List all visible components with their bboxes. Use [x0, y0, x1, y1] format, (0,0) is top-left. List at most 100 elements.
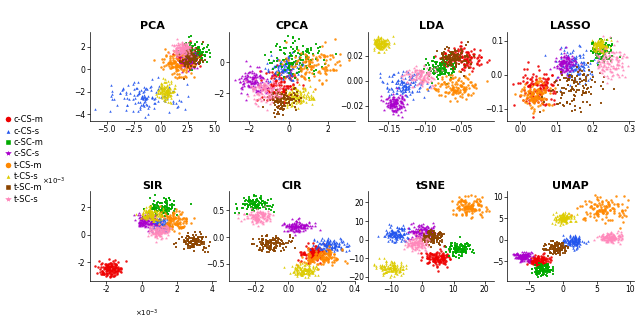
Point — [592, 46, 602, 51]
Point — [442, 59, 452, 64]
Point — [592, 47, 602, 52]
Point — [266, 85, 276, 90]
Point — [176, 61, 186, 66]
Point — [193, 239, 204, 244]
Point — [452, 78, 463, 83]
Point — [372, 39, 383, 44]
Point — [375, 70, 385, 76]
Point — [157, 88, 167, 93]
Point — [288, 64, 298, 69]
Point — [294, 94, 304, 99]
Point — [385, 97, 395, 102]
Point — [323, 243, 333, 248]
Point — [413, 224, 423, 229]
Point — [177, 39, 187, 44]
Point — [458, 198, 468, 204]
Point — [291, 58, 301, 63]
Point — [145, 228, 156, 233]
Point — [293, 223, 303, 228]
Point — [288, 84, 298, 89]
Point — [419, 66, 429, 71]
Point — [385, 265, 395, 270]
Point — [184, 53, 195, 58]
Point — [463, 204, 473, 209]
Point — [424, 255, 434, 260]
Point — [431, 237, 442, 242]
Point — [438, 54, 448, 59]
Point — [397, 84, 407, 89]
Point — [154, 228, 164, 233]
Point — [303, 266, 314, 271]
Point — [267, 89, 277, 94]
Point — [175, 46, 185, 51]
Point — [596, 42, 607, 47]
Point — [603, 49, 613, 55]
Point — [163, 211, 173, 216]
Point — [188, 244, 198, 249]
Point — [150, 210, 160, 215]
Point — [600, 56, 611, 61]
Point — [163, 85, 173, 91]
Point — [525, 259, 535, 264]
Point — [437, 50, 447, 56]
Point — [458, 86, 468, 92]
Point — [300, 260, 310, 265]
Point — [148, 212, 159, 217]
Point — [515, 256, 525, 261]
Point — [578, 72, 588, 77]
Point — [438, 255, 449, 260]
Point — [538, 266, 548, 271]
Point — [184, 40, 194, 45]
Point — [417, 68, 428, 73]
Point — [516, 254, 526, 259]
Point — [276, 75, 286, 80]
Point — [248, 74, 258, 79]
Point — [392, 101, 402, 106]
Point — [436, 249, 446, 254]
Point — [150, 226, 161, 231]
Point — [532, 93, 542, 98]
Point — [588, 46, 598, 51]
Point — [600, 42, 610, 48]
Point — [552, 64, 562, 69]
Point — [460, 201, 470, 206]
Point — [597, 56, 607, 62]
Point — [600, 43, 610, 48]
Point — [389, 101, 399, 107]
Point — [532, 87, 542, 92]
Point — [269, 73, 279, 78]
Point — [183, 47, 193, 52]
Point — [299, 95, 309, 100]
Point — [269, 241, 279, 246]
Point — [529, 94, 540, 99]
Point — [305, 270, 315, 275]
Point — [452, 53, 462, 58]
Point — [606, 58, 616, 63]
Point — [533, 64, 543, 69]
Point — [243, 71, 253, 76]
Point — [457, 242, 467, 247]
Point — [430, 256, 440, 261]
Point — [464, 66, 474, 71]
Point — [389, 273, 399, 278]
Point — [447, 241, 457, 246]
Point — [338, 238, 348, 243]
Point — [303, 267, 313, 272]
Point — [537, 95, 547, 100]
Point — [541, 258, 552, 263]
Point — [262, 66, 273, 71]
Point — [394, 228, 404, 234]
Point — [109, 257, 120, 263]
Point — [163, 78, 173, 84]
Point — [282, 224, 292, 229]
Point — [275, 105, 285, 110]
Point — [593, 41, 604, 46]
Point — [389, 100, 399, 105]
Point — [596, 70, 607, 76]
Point — [412, 233, 422, 238]
Point — [595, 208, 605, 213]
Point — [146, 214, 156, 219]
Point — [578, 217, 588, 222]
Point — [252, 90, 262, 95]
Point — [290, 93, 300, 98]
